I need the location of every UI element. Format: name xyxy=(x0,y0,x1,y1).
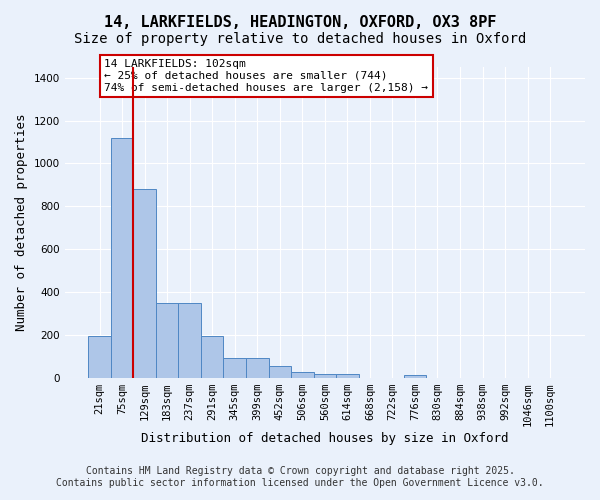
Bar xyxy=(223,358,246,378)
Bar xyxy=(246,358,269,378)
Text: 14 LARKFIELDS: 102sqm
← 25% of detached houses are smaller (744)
74% of semi-det: 14 LARKFIELDS: 102sqm ← 25% of detached … xyxy=(104,60,428,92)
Y-axis label: Number of detached properties: Number of detached properties xyxy=(15,114,28,331)
Bar xyxy=(404,374,426,378)
Text: 14, LARKFIELDS, HEADINGTON, OXFORD, OX3 8PF: 14, LARKFIELDS, HEADINGTON, OXFORD, OX3 … xyxy=(104,15,496,30)
Bar xyxy=(178,303,201,378)
Bar xyxy=(156,303,178,378)
Bar xyxy=(269,366,291,378)
X-axis label: Distribution of detached houses by size in Oxford: Distribution of detached houses by size … xyxy=(141,432,509,445)
Bar xyxy=(314,374,336,378)
Bar xyxy=(88,336,111,378)
Bar xyxy=(291,372,314,378)
Bar xyxy=(133,189,156,378)
Text: Size of property relative to detached houses in Oxford: Size of property relative to detached ho… xyxy=(74,32,526,46)
Text: Contains HM Land Registry data © Crown copyright and database right 2025.
Contai: Contains HM Land Registry data © Crown c… xyxy=(56,466,544,487)
Bar xyxy=(336,374,359,378)
Bar xyxy=(201,336,223,378)
Bar xyxy=(111,138,133,378)
